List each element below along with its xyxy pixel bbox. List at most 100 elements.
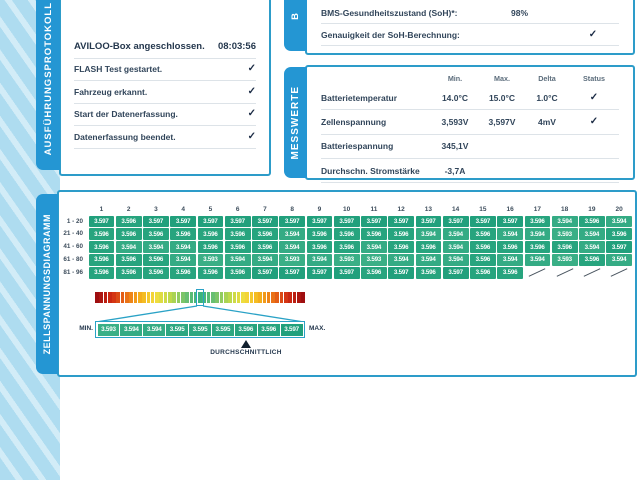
check-icon: ✓: [588, 28, 598, 40]
cell-voltage-value: 3.594: [252, 254, 278, 266]
magnifier-cell-value: 3.596: [257, 323, 280, 336]
magnifier-cell-value: 3.594: [143, 323, 166, 336]
cell-voltage-value: 3.596: [170, 267, 196, 279]
grid-row-label: 41 - 60: [63, 243, 83, 251]
cell-voltage-value: 3.596: [551, 241, 578, 253]
scale-segment: [253, 292, 258, 303]
grid-row-label: 21 - 40: [63, 230, 83, 238]
soh-panel: BMS-Gesundheitszustand (SoH)*: 98% Genauig…: [305, 0, 635, 55]
cell-voltage-value: 3.597: [361, 215, 387, 227]
dash-icon: [610, 268, 628, 278]
messwerte-column-header: Max.: [494, 74, 510, 83]
average-marker-icon: [241, 340, 251, 348]
messwerte-delta-value: 4mV: [538, 116, 556, 127]
cell-voltage-value: 3.593: [333, 254, 360, 266]
soh-row: Genauigkeit der SoH-Berechnung: ✓: [321, 24, 619, 46]
cell-voltage-value: 3.597: [333, 215, 360, 227]
check-icon: ✓: [589, 115, 599, 127]
min-label: MIN.: [79, 325, 93, 332]
scale-segment: [249, 292, 254, 303]
magnifier-strip: 3.593 3.594 3.594 3.595 3.595 3.595 3.596 3.596…: [95, 321, 305, 338]
messwerte-row: Durchschn. Stromstärke -3,7A: [321, 159, 619, 184]
cell-voltage-value: 3.596: [524, 241, 551, 253]
scale-segment: [215, 292, 219, 303]
scale-segment: [228, 292, 232, 303]
scale-segment: [172, 292, 176, 303]
cell-voltage-value: 3.597: [252, 267, 278, 279]
scale-segment: [159, 292, 164, 303]
grid-column-number: 16: [506, 206, 514, 213]
protocol-row-time: 08:03:56: [217, 41, 256, 53]
scale-segment: [120, 292, 125, 303]
protocol-row: Start der Datenerfassung. ✓: [74, 104, 256, 126]
messwerte-row-label: Durchschn. Stromstärke: [321, 165, 420, 176]
scale-segment: [279, 292, 284, 303]
cell-voltage-diagram-tab: ZELLSPANNUNGSDIAGRAMM: [36, 194, 58, 374]
cell-voltage-value: 3.594: [279, 241, 305, 253]
cell-voltage-value: 3.597: [442, 215, 469, 227]
messwerte-row-label: Zellenspannung: [321, 116, 387, 127]
cell-voltage-value: 3.596: [415, 267, 442, 279]
cell-voltage-value: 3.594: [579, 241, 605, 253]
messwerte-row-label: Batterietemperatur: [321, 92, 398, 103]
cell-voltage-value: 3.596: [88, 228, 115, 240]
grid-column-number: 14: [452, 206, 460, 213]
protocol-row-label: FLASH Test gestartet.: [74, 64, 163, 75]
cell-voltage-value: 3.596: [333, 241, 360, 253]
scale-segment: [232, 292, 237, 303]
cell-voltage-value: 3.596: [143, 228, 169, 240]
max-label: MAX.: [309, 325, 326, 332]
soh-row-label: Genauigkeit der SoH-Berechnung:: [321, 29, 460, 40]
magnifier-cell-value: 3.595: [189, 323, 211, 336]
cell-voltage-value: 3.596: [361, 267, 387, 279]
cell-voltage-value: 3.594: [115, 241, 142, 253]
check-icon: ✓: [589, 91, 599, 103]
protocol-row-list: AVILOO-Box angeschlossen. 08:03:56 FLASH T…: [74, 36, 256, 149]
scale-segment: [95, 292, 99, 303]
grid-column-number: 20: [615, 206, 623, 213]
protocol-row-label: Start der Datenerfassung.: [74, 109, 178, 120]
scale-segment: [107, 292, 112, 303]
cell-empty: [552, 267, 578, 278]
cell-voltage-value: 3.594: [524, 228, 551, 240]
messwerte-row: Batteriespannung 345,1V: [321, 135, 619, 159]
messwerte-row: Batterietemperatur 14.0°C 15.0°C 1.0°C ✓: [321, 86, 619, 111]
grid-column-number: 10: [343, 206, 351, 213]
grid-row-label: 1 - 20: [66, 217, 83, 225]
grid-column-number: 9: [317, 206, 322, 213]
scale-segment: [146, 292, 151, 303]
voltage-scale-bar: [95, 292, 305, 303]
grid-column-number: 4: [181, 206, 185, 213]
cell-voltage-value: 3.596: [115, 228, 142, 240]
messwerte-min-value: 14.0°C: [441, 92, 469, 103]
cell-voltage-value: 3.594: [497, 254, 523, 266]
grid-column-number: 1: [99, 206, 104, 213]
scale-segment: [103, 292, 108, 303]
cell-voltage-value: 3.596: [224, 267, 251, 279]
check-icon: ✓: [247, 108, 256, 120]
cell-voltage-value: 3.596: [252, 228, 278, 240]
soh-row-list: BMS-Gesundheitszustand (SoH)*: 98% Genauig…: [321, 2, 619, 46]
cell-voltage-value: 3.597: [252, 215, 278, 227]
protocol-row-label: Fahrzeug erkannt.: [74, 86, 148, 97]
grid-column-number: 18: [561, 206, 569, 213]
messwerte-tab: MESSWERTE: [284, 67, 307, 178]
scale-segment: [288, 292, 292, 303]
cell-voltage-value: 3.596: [252, 241, 278, 253]
grid-row-label: 81 - 96: [63, 269, 83, 277]
protocol-row: Fahrzeug erkannt. ✓: [74, 81, 256, 104]
cell-voltage-value: 3.593: [197, 254, 224, 266]
messwerte-tab-label: MESSWERTE: [290, 85, 301, 160]
scale-segment: [219, 292, 224, 303]
cell-voltage-value: 3.594: [279, 228, 305, 240]
grid-column-number: 19: [588, 206, 596, 213]
scale-segment: [150, 292, 155, 303]
cell-voltage-value: 3.594: [551, 215, 578, 227]
cell-voltage-value: 3.596: [170, 228, 196, 240]
cell-voltage-value: 3.594: [497, 228, 523, 240]
magnifier-cell-value: 3.597: [280, 323, 303, 336]
scale-segment: [245, 292, 249, 303]
cell-voltage-value: 3.596: [415, 241, 442, 253]
cell-voltage-value: 3.596: [306, 228, 333, 240]
grid-column-number: 3: [154, 206, 158, 213]
